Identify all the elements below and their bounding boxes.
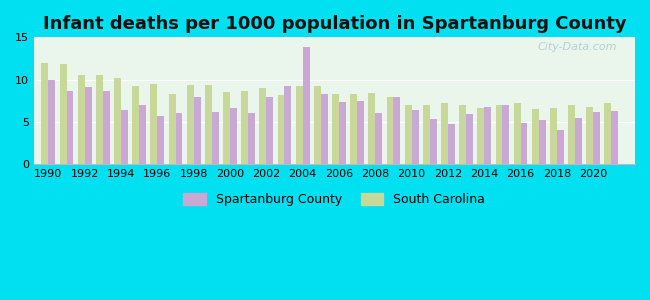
Bar: [411, 110, 419, 164]
Bar: [296, 86, 303, 164]
Bar: [187, 85, 194, 164]
Bar: [42, 63, 48, 164]
Bar: [459, 105, 466, 164]
Bar: [557, 130, 564, 164]
Bar: [448, 124, 455, 164]
Bar: [278, 95, 285, 164]
Bar: [466, 114, 473, 164]
Bar: [176, 112, 183, 164]
Bar: [241, 92, 248, 164]
Bar: [477, 108, 484, 164]
Bar: [521, 123, 528, 164]
Bar: [168, 94, 176, 164]
Bar: [430, 119, 437, 164]
Bar: [259, 88, 266, 164]
Bar: [502, 105, 510, 164]
Bar: [114, 78, 121, 164]
Bar: [539, 120, 545, 164]
Bar: [60, 64, 66, 164]
Bar: [350, 94, 357, 164]
Bar: [514, 103, 521, 164]
Bar: [103, 92, 110, 164]
Bar: [133, 86, 139, 164]
Bar: [223, 92, 230, 164]
Text: City-Data.com: City-Data.com: [538, 42, 617, 52]
Bar: [150, 84, 157, 164]
Legend: Spartanburg County, South Carolina: Spartanburg County, South Carolina: [179, 188, 490, 211]
Bar: [369, 93, 375, 164]
Bar: [441, 103, 448, 164]
Bar: [550, 108, 557, 164]
Bar: [393, 97, 400, 164]
Bar: [604, 103, 612, 164]
Bar: [423, 105, 430, 164]
Bar: [405, 105, 411, 164]
Bar: [212, 112, 219, 164]
Bar: [375, 113, 382, 164]
Bar: [314, 85, 321, 164]
Bar: [121, 110, 128, 164]
Bar: [357, 101, 364, 164]
Bar: [139, 105, 146, 164]
Bar: [575, 118, 582, 164]
Bar: [66, 91, 73, 164]
Bar: [321, 94, 328, 164]
Bar: [568, 105, 575, 164]
Title: Infant deaths per 1000 population in Spartanburg County: Infant deaths per 1000 population in Spa…: [43, 15, 626, 33]
Bar: [205, 85, 212, 164]
Bar: [387, 97, 393, 164]
Bar: [303, 47, 309, 164]
Bar: [484, 107, 491, 164]
Bar: [84, 87, 92, 164]
Bar: [266, 97, 273, 164]
Bar: [285, 86, 291, 164]
Bar: [48, 80, 55, 164]
Bar: [532, 109, 539, 164]
Bar: [339, 103, 346, 164]
Bar: [593, 112, 600, 164]
Bar: [194, 97, 201, 164]
Bar: [78, 75, 84, 164]
Bar: [96, 75, 103, 164]
Bar: [157, 116, 164, 164]
Bar: [332, 94, 339, 164]
Bar: [230, 107, 237, 164]
Bar: [495, 105, 502, 164]
Bar: [586, 107, 593, 164]
Bar: [612, 111, 618, 164]
Bar: [248, 112, 255, 164]
